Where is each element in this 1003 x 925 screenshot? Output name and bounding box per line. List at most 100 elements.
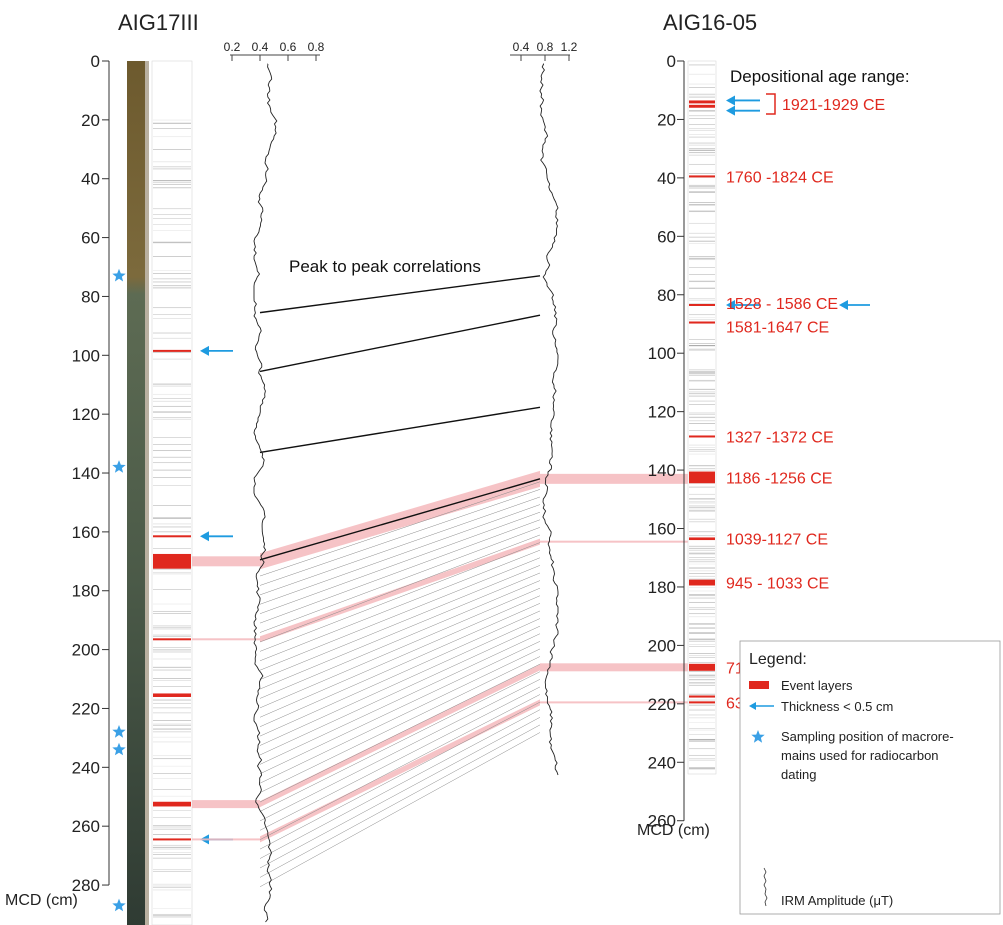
arrow-head [726, 105, 735, 116]
right-axis-tick-label: 240 [648, 753, 676, 772]
depositional-age-title: Depositional age range: [730, 67, 910, 86]
thin-correlation [259, 671, 541, 812]
right-axis-tick-label: 200 [648, 636, 676, 655]
event-layer [689, 435, 715, 438]
right-axis-tick-label: 40 [657, 169, 676, 188]
thin-correlation [259, 481, 541, 577]
left-axis-label: MCD (cm) [5, 892, 78, 909]
thin-correlation [259, 724, 541, 878]
thin-correlation [259, 496, 541, 596]
thin-correlation [259, 732, 541, 888]
thin-correlation [259, 527, 541, 633]
right-core-title: AIG16-05 [663, 10, 757, 35]
event-layer [689, 175, 715, 178]
thin-correlation [259, 519, 541, 624]
thin-correlation [259, 709, 541, 859]
peak-correlation-lines [259, 275, 541, 561]
left-axis-tick-label: 100 [72, 346, 100, 365]
irm-trace-left [253, 63, 278, 923]
left-axis-tick-label: 40 [81, 170, 100, 189]
left-thin-layer-arrows [200, 345, 233, 845]
event-layer [153, 638, 191, 641]
event-layer [153, 693, 191, 697]
legend-title: Legend: [749, 651, 807, 668]
arrow-head [200, 345, 209, 356]
event-layer [153, 535, 191, 538]
right-event-layers [689, 100, 715, 704]
right-core-log [687, 60, 717, 775]
left-axis-tick-label: 120 [72, 405, 100, 424]
arrow-head [839, 299, 848, 310]
event-layer [153, 838, 191, 841]
left-axis-tick-label: 20 [81, 111, 100, 130]
sampling-star [112, 268, 126, 282]
sampling-star [112, 742, 126, 756]
thin-correlation [259, 717, 541, 869]
thin-correlation [259, 587, 541, 709]
peak-correlation-line [259, 478, 541, 561]
left-axis-tick-label: 80 [81, 287, 100, 306]
irm-tick-label: 0.4 [513, 40, 530, 54]
legend-box [739, 640, 1001, 915]
pink-connector-right [540, 663, 688, 672]
left-axis-tick-label: 280 [72, 876, 100, 895]
pink-connector-left [192, 838, 260, 841]
pink-correlation-band [260, 470, 540, 570]
arrow-head [726, 95, 735, 106]
legend-sampling-label-1: Sampling position of macrore- [781, 729, 954, 744]
age-label: 1921-1929 CE [782, 97, 885, 114]
right-axis-tick-label: 220 [648, 695, 676, 714]
thin-correlation [259, 595, 541, 718]
age-bracket [766, 93, 776, 115]
irm-tick-label: 0.4 [252, 40, 269, 54]
right-thin-layer-arrows [726, 95, 870, 310]
thin-correlation [259, 694, 541, 840]
left-event-layers [153, 349, 191, 841]
event-layer [689, 701, 715, 704]
thin-correlation [259, 641, 541, 775]
thin-correlation [259, 618, 541, 746]
irm-tick-label: 0.6 [280, 40, 297, 54]
irm-tick-label: 0.2 [224, 40, 241, 54]
pink-correlation-bands [192, 470, 688, 843]
event-layer [689, 303, 715, 306]
left-core-photo [127, 61, 145, 925]
irm-trace-icon [763, 867, 768, 907]
thin-correlation [259, 686, 541, 831]
left-core-edge [145, 61, 149, 925]
thin-correlation [259, 565, 541, 680]
event-layer [689, 579, 715, 586]
thin-correlation [259, 511, 541, 614]
right-axis-label: MCD (cm) [637, 822, 710, 839]
thin-correlation [259, 679, 541, 822]
event-layer [153, 553, 191, 569]
thin-correlation [259, 504, 541, 605]
thin-correlation [259, 663, 541, 803]
event-layer [153, 349, 191, 352]
left-sampling-stars [112, 268, 126, 912]
irm-tick-label: 1.2 [561, 40, 578, 54]
age-label: 1186 -1256 CE [726, 470, 832, 487]
right-core-laminae [689, 64, 715, 770]
pink-connector-left [192, 800, 260, 809]
thin-correlation [259, 557, 541, 671]
right-axis-tick-label: 0 [667, 52, 676, 71]
thin-correlation [259, 580, 541, 699]
left-axis-tick-label: 180 [72, 582, 100, 601]
irm-tick-label: 0.8 [537, 40, 554, 54]
thin-correlation [259, 625, 541, 756]
age-labels: 1921-1929 CE 1760 -1824 CE 1528 - 1586 CE 1… [726, 97, 885, 712]
left-axis-tick-label: 0 [91, 52, 100, 71]
thin-correlation [259, 534, 541, 643]
sampling-star [112, 898, 126, 912]
irm-tick-label: 0.8 [308, 40, 325, 54]
thin-correlation [259, 701, 541, 850]
event-layer [689, 695, 715, 698]
left-axis-tick-label: 200 [72, 641, 100, 660]
irm-trace-right [539, 63, 559, 776]
right-axis-tick-label: 100 [648, 344, 676, 363]
left-axis-tick-label: 260 [72, 817, 100, 836]
age-label: 945 - 1033 CE [726, 576, 829, 593]
right-axis-tick-label: 180 [648, 578, 676, 597]
